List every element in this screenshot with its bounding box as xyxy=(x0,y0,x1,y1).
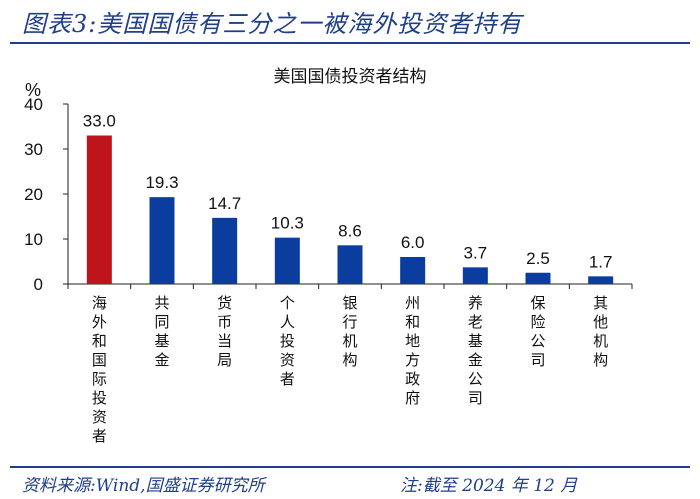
category-label-3-char-4: 者 xyxy=(280,370,295,388)
bar-8 xyxy=(588,276,614,284)
data-label-4: 8.6 xyxy=(338,221,362,240)
y-tick-label-3: 30 xyxy=(24,140,43,159)
category-label-5-char-5: 府 xyxy=(405,389,420,407)
y-tick-label-4: 40 xyxy=(24,95,43,114)
category-label-6-char-4: 公 xyxy=(468,370,483,388)
category-label-1-char-1: 同 xyxy=(154,313,169,331)
category-label-0-char-4: 际 xyxy=(92,370,107,388)
category-label-2-char-2: 当 xyxy=(217,332,232,350)
data-label-5: 6.0 xyxy=(401,233,425,252)
data-label-1: 19.3 xyxy=(145,173,178,192)
category-label-3-char-1: 人 xyxy=(280,313,295,331)
category-label-5-char-3: 方 xyxy=(405,351,420,369)
category-label-4-char-0: 银 xyxy=(342,294,357,312)
category-label-6-char-1: 老 xyxy=(468,313,483,331)
bar-7 xyxy=(525,272,551,284)
footer-rule xyxy=(10,466,690,468)
category-label-2-char-0: 货 xyxy=(217,294,232,312)
source-note: 资料来源:Wind,国盛证券研究所 xyxy=(22,476,265,496)
figure-title: 图表3:美国国债有三分之一被海外投资者持有 xyxy=(22,10,523,38)
category-label-0-char-3: 国 xyxy=(92,351,107,369)
category-label-2-char-3: 局 xyxy=(217,351,232,369)
category-label-0-char-2: 和 xyxy=(92,332,107,350)
category-label-2-char-1: 币 xyxy=(217,313,232,331)
data-label-3: 10.3 xyxy=(271,214,304,233)
category-label-8-char-2: 机 xyxy=(593,332,608,350)
category-label-8-char-3: 构 xyxy=(593,351,608,369)
date-note: 注:截至 2024 年 12 月 xyxy=(400,476,578,496)
category-label-5-char-2: 地 xyxy=(405,332,420,350)
category-label-0-char-1: 外 xyxy=(92,313,107,331)
category-label-1-char-0: 共 xyxy=(154,294,169,312)
category-label-8-char-1: 他 xyxy=(593,313,608,331)
category-label-3-char-0: 个 xyxy=(280,294,295,312)
category-label-0-char-5: 投 xyxy=(92,389,107,407)
category-label-7-char-2: 公 xyxy=(530,332,545,350)
category-label-8-char-0: 其 xyxy=(593,294,608,312)
bar-0 xyxy=(86,135,112,284)
data-label-2: 14.7 xyxy=(208,194,241,213)
y-axis-unit-label: % xyxy=(25,80,41,100)
bar-2 xyxy=(212,217,238,284)
bar-3 xyxy=(274,237,300,284)
chart-title: 美国国债投资者结构 xyxy=(274,67,427,87)
category-label-5-char-4: 政 xyxy=(405,370,420,388)
category-label-5-char-1: 和 xyxy=(405,313,420,331)
data-label-6: 3.7 xyxy=(464,243,488,262)
data-label-7: 2.5 xyxy=(526,249,550,268)
y-tick-label-2: 20 xyxy=(24,185,43,204)
bar-4 xyxy=(337,245,363,284)
category-label-6-char-2: 基 xyxy=(468,332,483,350)
y-tick-label-1: 10 xyxy=(24,230,43,249)
category-label-6-char-3: 金 xyxy=(468,351,483,369)
category-label-4-char-2: 机 xyxy=(342,332,357,350)
data-label-8: 1.7 xyxy=(589,252,613,271)
category-label-0-char-6: 资 xyxy=(92,408,107,426)
category-label-6-char-0: 养 xyxy=(468,294,483,312)
category-label-7-char-0: 保 xyxy=(530,294,545,312)
category-label-5-char-0: 州 xyxy=(405,294,420,312)
y-tick-label-0: 0 xyxy=(34,275,43,294)
category-label-1-char-2: 基 xyxy=(154,332,169,350)
category-label-6-char-5: 司 xyxy=(468,389,483,407)
category-label-3-char-3: 资 xyxy=(280,351,295,369)
bar-1 xyxy=(149,197,175,284)
category-label-0-char-0: 海 xyxy=(92,294,107,312)
category-label-4-char-1: 行 xyxy=(342,313,357,331)
title-rule xyxy=(10,42,690,44)
category-label-3-char-2: 投 xyxy=(280,332,295,350)
category-label-7-char-3: 司 xyxy=(530,351,545,369)
category-label-1-char-3: 金 xyxy=(154,351,169,369)
bar-6 xyxy=(462,267,488,284)
bar-5 xyxy=(400,257,426,284)
category-label-0-char-7: 者 xyxy=(92,427,107,445)
category-label-7-char-1: 险 xyxy=(530,313,545,331)
category-label-4-char-3: 构 xyxy=(342,351,357,369)
data-label-0: 33.0 xyxy=(83,112,116,131)
